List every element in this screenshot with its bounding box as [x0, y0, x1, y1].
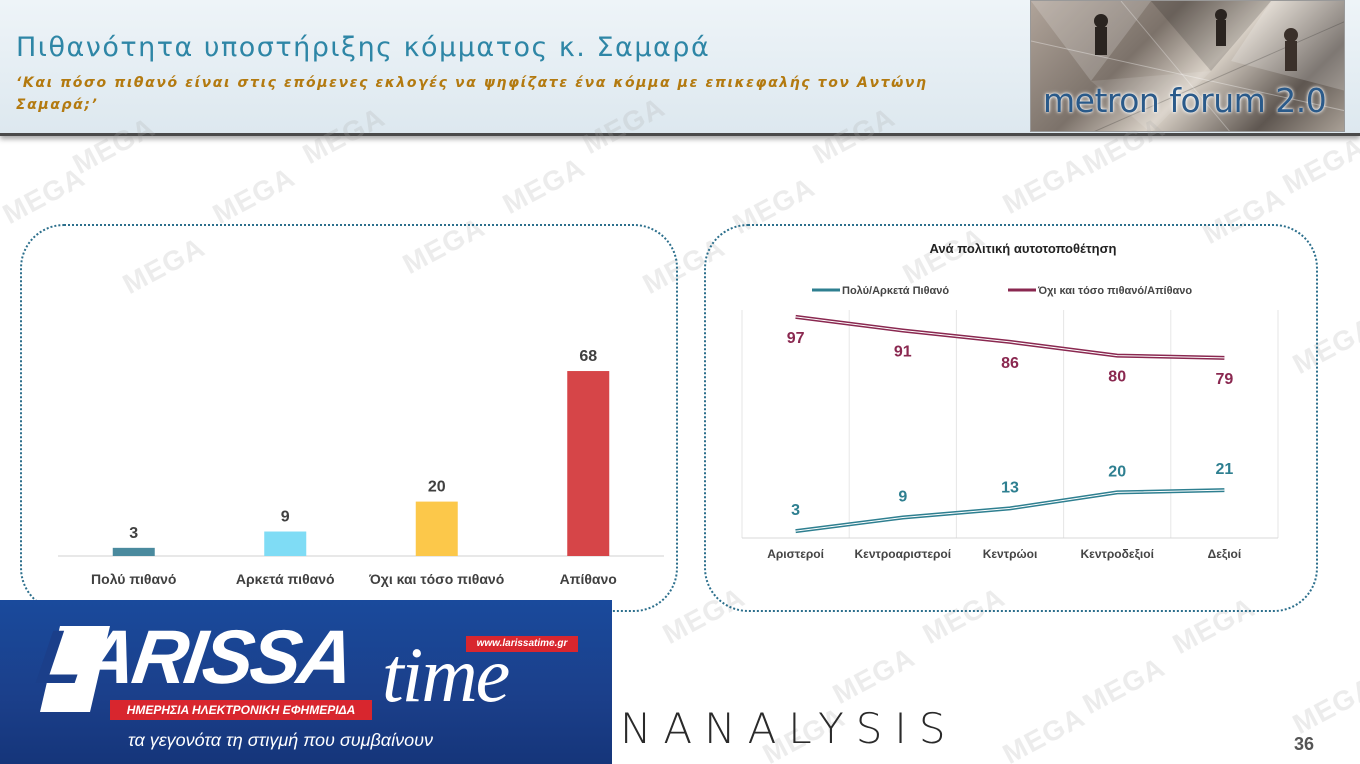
metron-forum-logo: metron forum 2.0 [1030, 0, 1345, 132]
bar-data-label: 9 [281, 509, 290, 526]
bar-chart-panel: 3 Πολύ πιθανό 9 Αρκετά πιθανό 20 Όχι και τόσο… [20, 224, 678, 612]
line-category-label: Δεξιοί [1208, 547, 1242, 561]
bar [415, 501, 458, 556]
bar-data-label: 20 [428, 479, 446, 496]
line-category-label: Αριστεροί [767, 547, 824, 561]
banner-brand-left: LARISSA [32, 614, 357, 701]
watermark: MEGA [997, 701, 1090, 764]
legend-label: Όχι και τόσο πιθανό/Απίθανο [1037, 285, 1192, 297]
line-data-label: 21 [1216, 461, 1234, 478]
line-chart: Ανά πολιτική αυτοτοποθέτηση Πολύ/Αρκετά Π… [741, 241, 1279, 561]
line-data-label: 79 [1216, 371, 1234, 388]
line-category-label: Κεντροαριστεροί [854, 547, 951, 561]
legend-label: Πολύ/Αρκετά Πιθανό [842, 285, 949, 297]
watermark: MEGA [1077, 651, 1170, 720]
line-data-label: 13 [1001, 479, 1019, 496]
page-number: 36 [1294, 734, 1315, 754]
line-data-label: 91 [894, 344, 912, 361]
watermark: MEGA [497, 151, 590, 220]
line-data-label: 97 [787, 330, 805, 347]
line-data-label: 80 [1108, 369, 1126, 386]
bar [264, 531, 307, 556]
bar-category-label: Πολύ πιθανό [91, 571, 176, 587]
watermark: MEGA [0, 161, 90, 230]
bar-category-label: Αρκετά πιθανό [236, 571, 335, 587]
line-chart-title: Ανά πολιτική αυτοτοποθέτηση [930, 241, 1117, 256]
watermark: MEGA [1287, 671, 1360, 740]
analysis-logo: NANALYSIS [620, 704, 958, 753]
bar-data-label: 3 [129, 525, 138, 542]
series-line-highlight [795, 316, 1225, 359]
line-chart-panel: Ανά πολιτική αυτοτοποθέτηση Πολύ/Αρκετά Π… [704, 224, 1318, 612]
bar-data-label: 68 [579, 348, 597, 365]
logo-text: metron forum 2.0 [1043, 81, 1327, 120]
watermark: MEGA [827, 641, 920, 710]
line-data-label: 9 [898, 488, 907, 505]
watermark: MEGA [997, 151, 1090, 220]
line-category-label: Κεντροδεξιοί [1080, 547, 1153, 561]
slide-title: Πιθανότητα υποστήριξης κόμματος κ. Σαμαρ… [16, 32, 711, 63]
bar [112, 547, 155, 556]
bar [567, 371, 610, 556]
series-line [795, 314, 1225, 360]
bar-chart: 3 Πολύ πιθανό 9 Αρκετά πιθανό 20 Όχι και τόσο… [58, 348, 664, 587]
line-data-label: 3 [791, 502, 800, 519]
bar-category-label: Απίθανο [560, 571, 617, 587]
banner-tagline: ΗΜΕΡΗΣΙΑ ΗΛΕΚΤΡΟΝΙΚΗ ΕΦΗΜΕΡΙΔΑ [110, 700, 372, 720]
banner-url[interactable]: www.larissatime.gr [466, 636, 578, 652]
bar-category-label: Όχι και τόσο πιθανό [368, 571, 504, 587]
watermark: MEGA [1277, 131, 1360, 200]
line-data-label: 20 [1108, 463, 1126, 480]
logo-background-pattern [1031, 1, 1344, 131]
slide-subtitle: ‘Και πόσο πιθανό είναι στις επόμενες εκλ… [16, 75, 928, 113]
larissatime-banner: LARISSA time www.larissatime.gr ΗΜΕΡΗΣΙΑ… [0, 600, 612, 764]
watermark: MEGA [207, 161, 300, 230]
series-line-highlight [795, 489, 1225, 532]
banner-slogan: τα γεγονότα τη στιγμή που συμβαίνουν [128, 730, 433, 750]
slide-header: Πιθανότητα υποστήριξης κόμματος κ. Σαμαρ… [0, 0, 1360, 136]
line-category-label: Κεντρώοι [983, 547, 1038, 561]
line-data-label: 86 [1001, 355, 1019, 372]
banner-brand-text: ARISSA [75, 615, 357, 700]
banner-l-mark [40, 626, 110, 712]
